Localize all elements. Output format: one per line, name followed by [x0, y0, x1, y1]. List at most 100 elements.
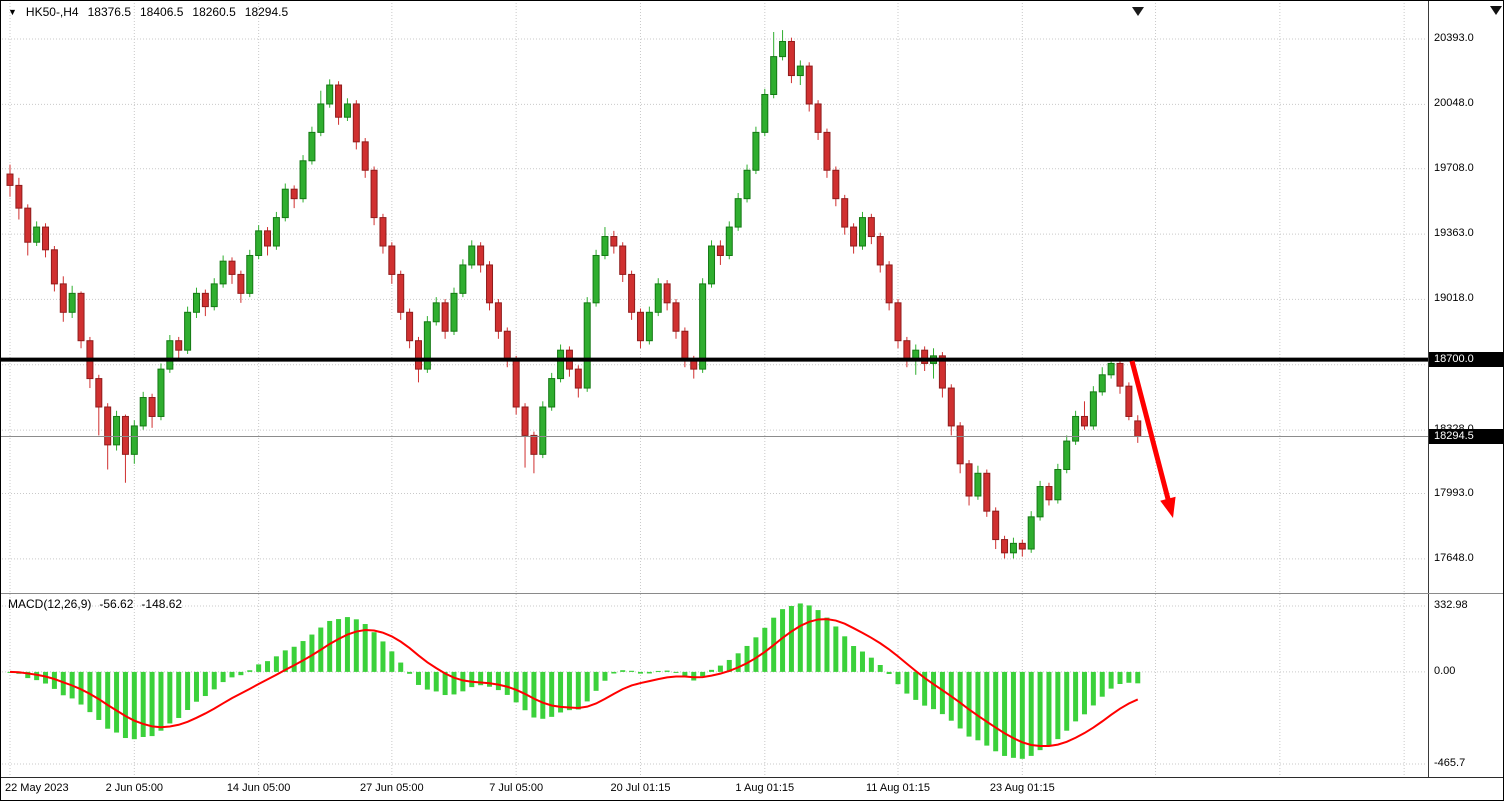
candle-body [77, 292, 85, 342]
candle-body [841, 198, 849, 228]
price-axis-label: 20393.0 [1434, 32, 1474, 44]
macd-histogram-bar [629, 670, 635, 672]
macd-histogram-bar [265, 661, 271, 672]
candle-body [113, 415, 121, 446]
price-tag-level-text: 18700.0 [1434, 353, 1474, 366]
candle-body [308, 131, 316, 162]
time-axis-label: 7 Jul 05:00 [489, 782, 544, 794]
macd-histogram-bar [931, 671, 937, 710]
time-axis-label: 22 May 2023 [5, 782, 69, 794]
macd-signal-value: -148.62 [141, 597, 183, 611]
candle-body [699, 283, 707, 370]
macd-histogram-bar [193, 671, 199, 702]
macd-histogram-bar [984, 671, 990, 746]
candle-body [335, 84, 343, 118]
trend-arrow-shaft[interactable] [1129, 360, 1171, 500]
candle-body [219, 260, 227, 285]
chart-shift-marker-icon[interactable] [1132, 7, 1144, 16]
macd-histogram-bar [735, 653, 741, 672]
candle-body [601, 236, 609, 256]
macd-histogram-bar [131, 671, 137, 740]
candle-body [787, 40, 795, 77]
macd-histogram-bar [398, 662, 404, 672]
candle-body [414, 340, 422, 370]
candle-body [770, 56, 778, 95]
candle-body [1009, 542, 1017, 554]
macd-histogram-bar [957, 671, 963, 729]
price-axis-separator[interactable] [1428, 1, 1429, 778]
candle-body [743, 169, 751, 200]
macd-histogram-bar [726, 659, 732, 672]
macd-histogram-bar [424, 671, 430, 690]
macd-histogram-bar [504, 671, 510, 695]
indicator-panel-separator[interactable] [1, 593, 1503, 594]
candle-body [175, 340, 183, 351]
macd-histogram-bar [700, 671, 706, 677]
candle-body [752, 131, 760, 171]
candle-body [548, 378, 556, 408]
macd-histogram-bar [451, 671, 457, 695]
ohlc-close: 18294.5 [244, 5, 289, 19]
time-axis-label: 20 Jul 01:15 [610, 782, 671, 794]
macd-histogram-bar [637, 671, 643, 674]
macd-histogram-bar [842, 636, 848, 672]
macd-histogram-bar [1108, 671, 1114, 689]
macd-histogram-bar [549, 671, 555, 717]
candle-body [68, 292, 76, 313]
macd-histogram-bar [327, 620, 333, 672]
macd-histogram-bar [851, 646, 857, 672]
macd-histogram-bar [247, 670, 253, 672]
macd-histogram-bar [611, 671, 617, 674]
candle-body [42, 226, 50, 251]
candle-body [130, 425, 138, 455]
macd-histogram-bar [531, 671, 537, 718]
candle-body [272, 217, 280, 247]
candle-body [938, 355, 946, 389]
macd-histogram-bar [176, 671, 182, 718]
candle-body [965, 463, 973, 497]
candle-body [672, 302, 680, 332]
candle-body [1107, 362, 1115, 376]
candle-body [148, 397, 156, 417]
macd-histogram-bar [904, 671, 910, 694]
candle-body [761, 93, 769, 133]
candle-body [583, 302, 591, 389]
candle-body [539, 406, 547, 455]
macd-histogram-bar [753, 637, 759, 672]
macd-histogram-bar [966, 671, 972, 737]
candle-body [192, 292, 200, 313]
candle-body [867, 217, 875, 238]
macd-histogram-bar [185, 671, 191, 710]
macd-histogram-bar [939, 671, 945, 715]
macd-histogram-bar [273, 656, 279, 672]
macd-histogram-bar [620, 670, 626, 672]
macd-histogram-bar [744, 645, 750, 672]
macd-histogram-bar [1126, 671, 1132, 683]
candle-body [832, 169, 840, 200]
candle-body [326, 84, 334, 105]
candle-body [468, 245, 476, 266]
price-tag-last-price: 18294.5 [1429, 428, 1503, 444]
macd-histogram-bar [1135, 671, 1141, 684]
macd-histogram-bar [220, 671, 226, 683]
candle-body [210, 283, 218, 308]
candle-body [858, 217, 866, 247]
candle-body [166, 340, 174, 370]
macd-main-value: -56.62 [99, 597, 134, 611]
symbol-dropdown-icon[interactable]: ▼ [8, 7, 17, 17]
time-axis-label: 27 Jun 05:00 [360, 782, 424, 794]
candle-body [477, 245, 485, 266]
axis-corner-marker-icon[interactable] [1490, 6, 1502, 15]
macd-histogram-bar [389, 651, 395, 672]
candle-body [956, 425, 964, 465]
macd-histogram-bar [415, 671, 421, 685]
price-axis-label: 19708.0 [1434, 161, 1474, 174]
candle-body [1125, 385, 1133, 417]
trend-arrow-head[interactable] [1160, 496, 1176, 518]
candle-body [557, 349, 565, 380]
candle-body [619, 245, 627, 275]
macd-histogram-bar [540, 671, 546, 719]
candle-body [352, 103, 360, 143]
